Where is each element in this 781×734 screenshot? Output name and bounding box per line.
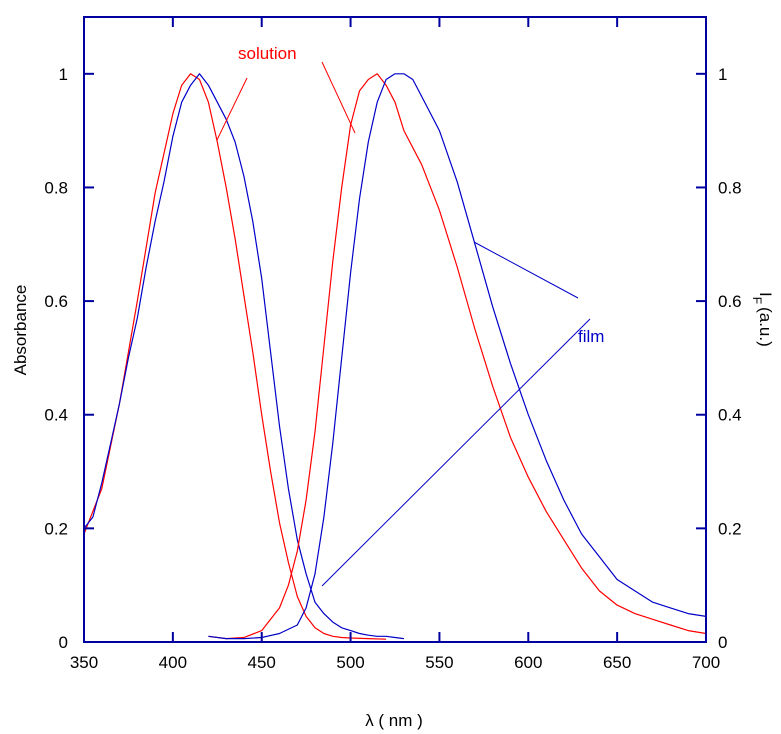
y-tick-label-left: 0.8 xyxy=(44,178,68,197)
series-emission-solution xyxy=(208,73,707,640)
y-axis-title-right: IF (a.u.) xyxy=(750,292,775,347)
y-axis-title-right-unit: (a.u.) xyxy=(756,307,775,347)
y-tick-label-right: 0.4 xyxy=(718,406,742,425)
x-tick-label: 450 xyxy=(248,653,276,672)
leader-line-4 xyxy=(321,318,591,587)
x-tick-label: 700 xyxy=(692,653,720,672)
leader-line-1 xyxy=(216,77,248,141)
series-emission-film xyxy=(208,73,707,640)
series-absorbance-solution xyxy=(83,73,387,640)
y-tick-label-right: 0.8 xyxy=(718,178,742,197)
leader-line-2 xyxy=(321,61,356,134)
y-axis-title-right-symbol: I xyxy=(756,292,775,297)
x-tick-label: 600 xyxy=(514,653,542,672)
x-tick-label: 400 xyxy=(159,653,187,672)
y-tick-label-left: 0.6 xyxy=(44,292,68,311)
y-tick-label-left: 0.4 xyxy=(44,406,68,425)
y-tick-label-left: 1 xyxy=(59,65,68,84)
x-tick-label: 550 xyxy=(425,653,453,672)
y-axis-title-left: Absorbance xyxy=(11,285,30,376)
series-absorbance-film xyxy=(83,73,404,640)
y-tick-label-right: 0.6 xyxy=(718,292,742,311)
annotation-solution: solution xyxy=(238,44,297,63)
y-axis-title-right-subscript: F xyxy=(750,297,764,304)
y-tick-label-left: 0 xyxy=(59,633,68,652)
y-tick-label-left: 0.2 xyxy=(44,519,68,538)
x-tick-label: 350 xyxy=(70,653,98,672)
axis-ticks xyxy=(83,17,707,643)
annotation-film: film xyxy=(578,327,604,346)
x-tick-label: 650 xyxy=(603,653,631,672)
x-tick-label: 500 xyxy=(336,653,364,672)
x-axis-title: λ ( nm ) xyxy=(365,711,423,730)
plot-frame xyxy=(83,16,707,643)
y-tick-label-right: 1 xyxy=(718,65,727,84)
series-layer xyxy=(83,73,707,640)
y-tick-label-right: 0 xyxy=(718,633,727,652)
leader-line-3 xyxy=(473,241,579,299)
y-tick-label-right: 0.2 xyxy=(718,519,742,538)
annotation-leaders xyxy=(216,61,591,587)
